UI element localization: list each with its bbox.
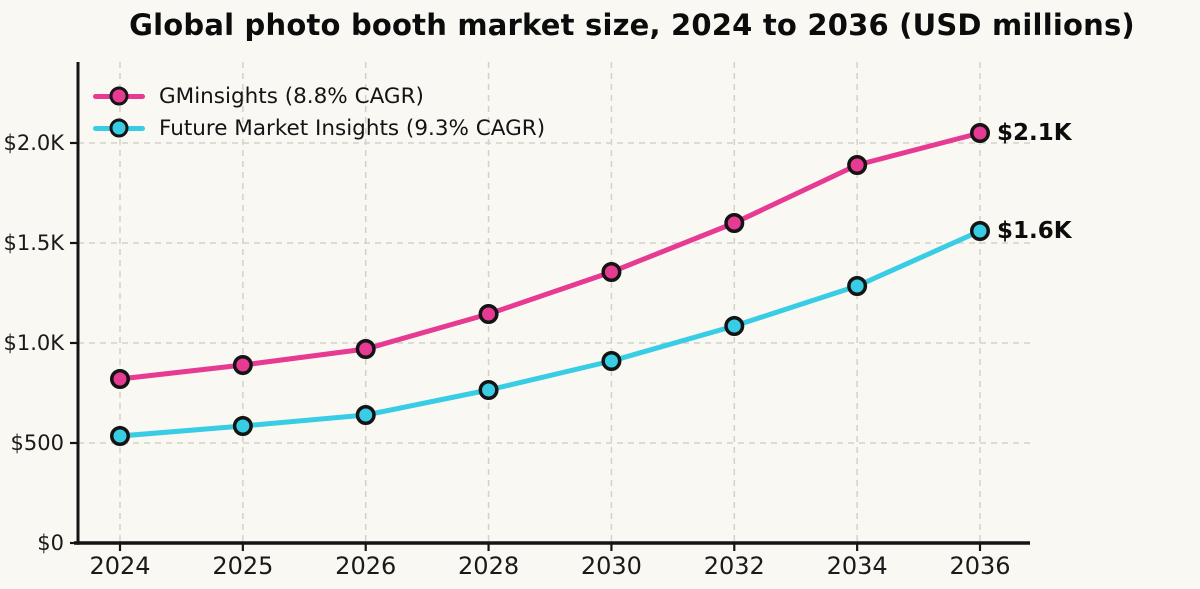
series-line-gminsights xyxy=(117,130,983,382)
data-point-marker-future-market-insights xyxy=(110,426,130,446)
data-point-marker-gminsights xyxy=(110,369,130,389)
data-point-marker-future-market-insights xyxy=(847,276,868,296)
legend-label-future-market-insights: Future Market Insights (9.3% CAGR) xyxy=(159,115,546,141)
data-point-marker-gminsights xyxy=(478,304,499,324)
legend-item-gminsights: GMinsights (8.8% CAGR) xyxy=(93,83,545,109)
data-point-marker-future-market-insights xyxy=(970,221,990,241)
x-tick-label: 2028 xyxy=(458,552,519,580)
y-tick-label: $500 xyxy=(11,431,64,455)
data-point-marker-gminsights xyxy=(601,262,622,282)
legend-marker-future-market-insights xyxy=(93,117,145,139)
data-point-marker-gminsights xyxy=(355,339,376,359)
x-tick-label: 2036 xyxy=(949,552,1010,580)
x-tick-label: 2034 xyxy=(827,552,888,580)
y-tick-label: $1.0K xyxy=(3,331,65,355)
x-tick-label: 2025 xyxy=(212,552,273,580)
y-tick-label: $0 xyxy=(37,531,64,555)
y-tick-label: $1.5K xyxy=(3,231,65,255)
data-point-marker-future-market-insights xyxy=(232,416,253,436)
data-point-marker-gminsights xyxy=(970,123,990,143)
data-point-marker-gminsights xyxy=(724,213,745,233)
data-point-marker-gminsights xyxy=(847,155,868,175)
legend-label-gminsights: GMinsights (8.8% CAGR) xyxy=(159,83,424,109)
data-point-marker-future-market-insights xyxy=(724,316,745,336)
x-tick-label: 2032 xyxy=(704,552,765,580)
x-tick-label: 2030 xyxy=(581,552,642,580)
data-point-marker-future-market-insights xyxy=(478,380,499,400)
end-label-gminsights: $2.1K xyxy=(997,120,1072,146)
chart-title: Global photo booth market size, 2024 to … xyxy=(129,8,1135,42)
y-tick-label: $2.0K xyxy=(3,131,65,155)
data-point-marker-gminsights xyxy=(232,355,253,375)
data-point-marker-future-market-insights xyxy=(601,351,622,371)
legend-item-future-market-insights: Future Market Insights (9.3% CAGR) xyxy=(93,115,545,141)
x-tick-label: 2024 xyxy=(89,552,150,580)
end-label-future-market-insights: $1.6K xyxy=(997,218,1072,244)
legend: GMinsights (8.8% CAGR) Future Market Ins… xyxy=(93,83,545,141)
series-line-future-market-insights xyxy=(117,228,983,439)
x-tick-label: 2026 xyxy=(335,552,396,580)
data-point-marker-future-market-insights xyxy=(355,405,376,425)
legend-marker-gminsights xyxy=(93,85,145,107)
